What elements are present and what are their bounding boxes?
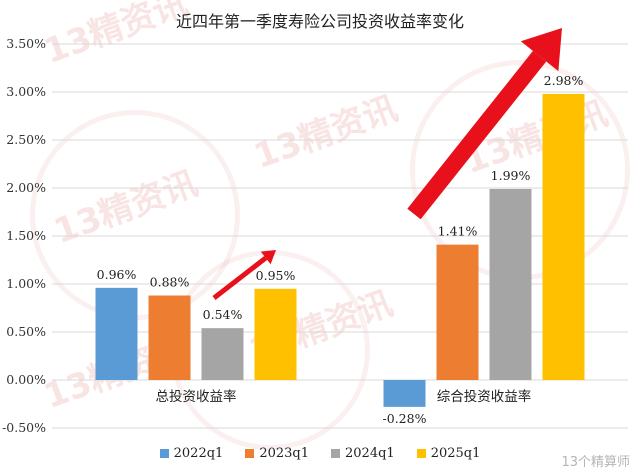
data-label: 1.99% — [491, 168, 531, 183]
data-label: 0.88% — [150, 275, 190, 290]
bar — [383, 380, 426, 407]
legend-label: 2022q1 — [173, 446, 224, 461]
bar — [201, 328, 244, 380]
bar — [489, 188, 532, 380]
legend-swatch — [416, 449, 426, 458]
y-tick-label: 1.00% — [6, 276, 46, 291]
data-label: -0.28% — [383, 411, 427, 426]
y-tick-label: 2.50% — [6, 132, 46, 147]
chart-title: 近四年第一季度寿险公司投资收益率变化 — [175, 12, 464, 31]
data-label: 1.41% — [438, 224, 478, 239]
y-tick-label: 1.50% — [6, 228, 46, 243]
y-tick-label: -0.50% — [2, 420, 46, 435]
legend-item: 2022q1 — [159, 446, 224, 461]
legend-label: 2025q1 — [430, 446, 481, 461]
x-category-label: 综合投资收益率 — [437, 388, 532, 405]
legend-item: 2025q1 — [416, 446, 481, 461]
x-category-label: 总投资收益率 — [156, 388, 237, 405]
legend-label: 2023q1 — [259, 446, 309, 461]
data-label: 0.96% — [97, 267, 137, 282]
legend-item: 2023q1 — [245, 446, 309, 461]
y-tick-label: 0.00% — [6, 372, 46, 387]
bar — [436, 244, 479, 380]
y-tick-label: 3.50% — [6, 36, 46, 51]
bar — [148, 295, 191, 380]
legend-swatch — [159, 449, 169, 458]
legend-item: 2024q1 — [331, 446, 395, 461]
y-tick-label: 0.50% — [6, 324, 46, 339]
bar — [254, 288, 297, 380]
trend-arrow-shaft — [212, 255, 268, 300]
trend-arrow-head — [520, 28, 562, 72]
source-watermark: 13个精算师 — [561, 455, 630, 470]
chart-legend: 2022q1 2023q1 2024q1 2025q1 — [0, 446, 640, 461]
legend-swatch — [245, 449, 255, 458]
data-label: 0.54% — [203, 307, 243, 322]
trend-arrow-shaft — [407, 50, 547, 220]
trend-arrow-head — [260, 250, 276, 265]
y-tick-label: 2.00% — [6, 180, 46, 195]
legend-label: 2024q1 — [345, 446, 395, 461]
y-tick-label: 3.00% — [6, 84, 46, 99]
legend-swatch — [331, 449, 340, 458]
data-label: 0.95% — [256, 268, 296, 283]
bar — [542, 93, 585, 381]
bar — [95, 287, 138, 380]
data-label: 2.98% — [544, 73, 584, 88]
